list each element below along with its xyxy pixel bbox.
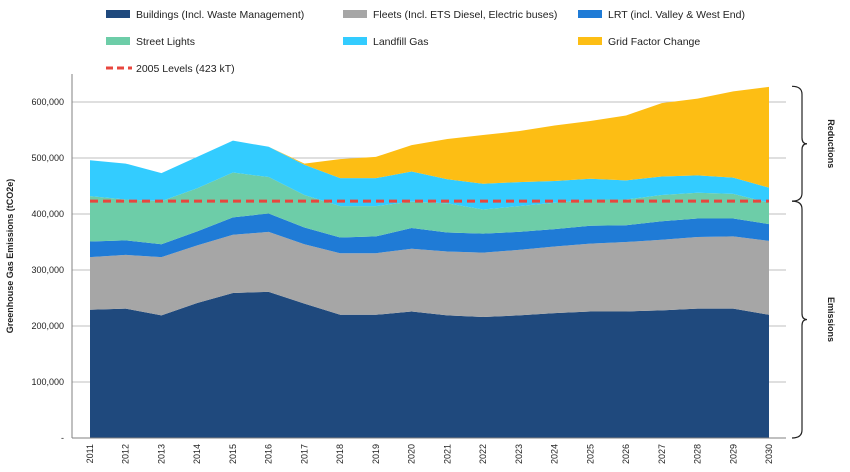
y-tick-label: -: [61, 433, 64, 443]
legend-label-street-lights: Street Lights: [136, 36, 195, 48]
bracket-label-reductions: Reductions: [826, 119, 836, 168]
legend-label-lrt-incl-valley-west-end: LRT (incl. Valley & West End): [608, 9, 745, 21]
legend-label-2005-levels-423-kt: 2005 Levels (423 kT): [136, 63, 235, 75]
bracket-emissions: [791, 200, 808, 439]
x-tick-label: 2020: [407, 444, 417, 464]
bracket-label-emissions: Emissions: [826, 297, 836, 342]
x-tick-label: 2017: [299, 444, 309, 464]
y-tick-label: 400,000: [31, 209, 64, 219]
axes: [71, 74, 786, 439]
area-lrt-incl-valley-west-end: [90, 213, 769, 258]
area-landfill-gas: [90, 140, 769, 210]
x-tick-label: 2022: [478, 444, 488, 464]
y-tick-label: 600,000: [31, 97, 64, 107]
legend-label-landfill-gas: Landfill Gas: [373, 36, 428, 48]
legend-swatch-grid-factor-change: [578, 37, 602, 45]
x-tick-label: 2025: [585, 444, 595, 464]
x-tick-label: 2018: [335, 444, 345, 464]
x-tick-label: 2019: [371, 444, 381, 464]
x-tick-label: 2021: [442, 444, 452, 464]
legend-swatch-fleets-incl-ets-diesel-electric-buses: [343, 10, 367, 18]
x-tick-labels: 2011 2012 2013 2014 2015 2016 2017 2018 2019 2020…: [85, 444, 774, 464]
x-tick-label: 2024: [550, 444, 560, 464]
x-tick-label: 2013: [156, 444, 166, 464]
brackets: Reductions Emissions: [791, 85, 836, 439]
x-tick-label: 2029: [728, 444, 738, 464]
legend-label-fleets-incl-ets-diesel-electric-buses: Fleets (Incl. ETS Diesel, Electric buses…: [373, 9, 557, 21]
legend-label-buildings-incl-waste-management: Buildings (Incl. Waste Management): [136, 9, 304, 21]
y-tick-label: 300,000: [31, 265, 64, 275]
y-tick-label: 500,000: [31, 153, 64, 163]
x-tick-label: 2014: [192, 444, 202, 464]
x-tick-label: 2030: [764, 444, 774, 464]
y-tick-label: 200,000: [31, 321, 64, 331]
area-buildings-incl-waste-management: [90, 291, 769, 438]
bracket-reductions: [791, 85, 808, 202]
stacked-areas: [90, 86, 769, 438]
x-tick-label: 2012: [121, 444, 131, 464]
x-tick-label: 2023: [514, 444, 524, 464]
y-tick-label: 100,000: [31, 377, 64, 387]
area-fleets-incl-ets-diesel-electric-buses: [90, 231, 769, 318]
x-tick-label: 2016: [264, 444, 274, 464]
x-tick-label: 2028: [693, 444, 703, 464]
legend-swatch-landfill-gas: [343, 37, 367, 45]
legend: Buildings (Incl. Waste Management) Fleets…: [106, 9, 745, 75]
legend-label-grid-factor-change: Grid Factor Change: [608, 36, 700, 48]
legend-swatch-lrt-incl-valley-west-end: [578, 10, 602, 18]
x-tick-label: 2027: [657, 444, 667, 464]
area-grid-factor-change: [90, 86, 769, 188]
y-tick-labels: - 100,000 200,000 300,000 400,000 500,000 600,…: [31, 97, 64, 443]
x-tick-label: 2026: [621, 444, 631, 464]
legend-swatch-buildings-incl-waste-management: [106, 10, 130, 18]
y-axis-title: Greenhouse Gas Emissions (tCO2e): [5, 179, 15, 334]
x-tick-label: 2015: [228, 444, 238, 464]
legend-swatch-street-lights: [106, 37, 130, 45]
x-tick-label: 2011: [85, 444, 95, 463]
area-street-lights: [90, 172, 769, 245]
